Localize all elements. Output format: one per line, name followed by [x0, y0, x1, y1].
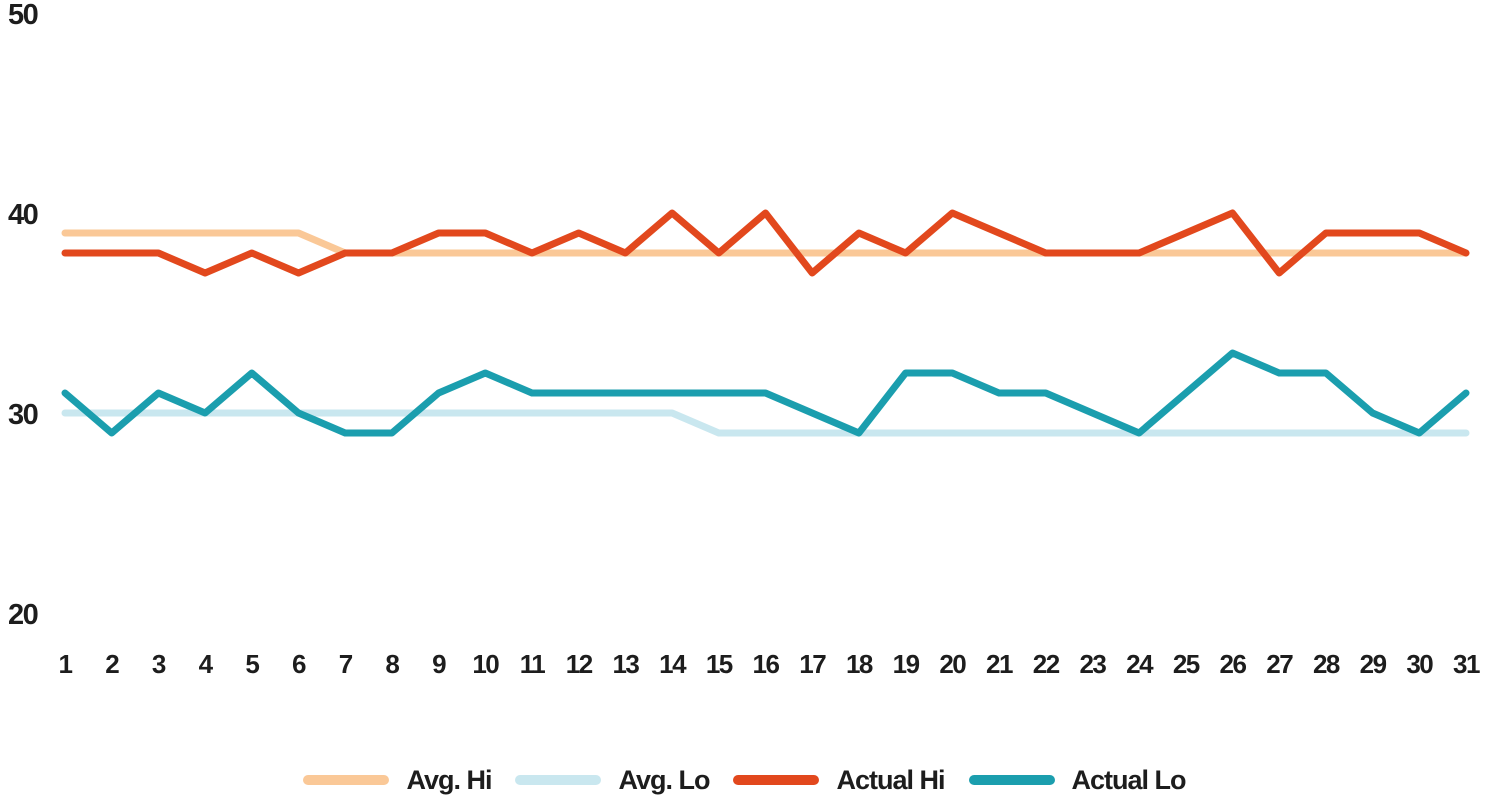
x-tick-label-17: 17 — [799, 649, 826, 679]
legend-label-avg-lo: Avg. Lo — [618, 764, 710, 795]
y-tick-label-50: 50 — [8, 0, 38, 31]
x-tick-label-2: 2 — [105, 649, 119, 679]
y-tick-label-30: 30 — [8, 399, 38, 431]
y-tick-label-20: 20 — [8, 599, 38, 631]
legend-item-avg-lo: Avg. Lo — [515, 764, 710, 796]
x-tick-label-7: 7 — [339, 649, 353, 679]
x-tick-label-15: 15 — [706, 649, 733, 679]
x-tick-label-16: 16 — [753, 649, 780, 679]
x-tick-label-10: 10 — [472, 649, 499, 679]
x-tick-label-8: 8 — [385, 649, 399, 679]
legend-label-avg-hi: Avg. Hi — [406, 764, 492, 795]
series-line-actual-lo — [61, 349, 1470, 437]
x-tick-label-6: 6 — [292, 649, 306, 679]
chart-legend: Avg. Hi Avg. Lo Actual Hi Actual Lo — [0, 758, 1489, 802]
x-tick-label-29: 29 — [1360, 649, 1387, 679]
x-tick-label-13: 13 — [612, 649, 639, 679]
x-tick-label-9: 9 — [432, 649, 446, 679]
legend-item-actual-hi: Actual Hi — [733, 764, 946, 796]
legend-label-actual-hi: Actual Hi — [836, 764, 945, 795]
legend-label-actual-lo: Actual Lo — [1071, 764, 1187, 795]
x-tick-label-20: 20 — [939, 649, 966, 679]
legend-item-avg-hi: Avg. Hi — [303, 764, 492, 796]
x-tick-label-25: 25 — [1173, 649, 1200, 679]
legend-swatch-actual-hi — [733, 775, 820, 785]
x-tick-label-21: 21 — [986, 649, 1013, 679]
x-tick-label-24: 24 — [1126, 649, 1154, 679]
x-tick-label-28: 28 — [1313, 649, 1340, 679]
x-tick-label-12: 12 — [566, 649, 593, 679]
x-tick-label-5: 5 — [245, 649, 259, 679]
x-tick-label-23: 23 — [1079, 649, 1106, 679]
series-line-actual-hi — [61, 209, 1470, 277]
legend-swatch-avg-lo — [515, 775, 602, 785]
x-tick-label-27: 27 — [1266, 649, 1293, 679]
series-line-avg-hi — [61, 229, 1470, 257]
x-tick-label-31: 31 — [1453, 649, 1480, 679]
y-tick-label-40: 40 — [8, 199, 38, 231]
series-line-avg-lo — [61, 409, 1470, 437]
legend-item-actual-lo: Actual Lo — [968, 764, 1187, 796]
x-tick-label-1: 1 — [59, 649, 73, 679]
x-tick-label-14: 14 — [659, 649, 687, 679]
legend-swatch-avg-hi — [303, 775, 390, 785]
x-tick-label-18: 18 — [846, 649, 873, 679]
legend-swatch-actual-lo — [968, 775, 1055, 785]
x-tick-label-19: 19 — [893, 649, 920, 679]
x-tick-label-22: 22 — [1033, 649, 1060, 679]
x-tick-label-30: 30 — [1406, 649, 1433, 679]
x-tick-label-26: 26 — [1220, 649, 1247, 679]
x-tick-label-11: 11 — [520, 649, 546, 679]
x-tick-label-4: 4 — [199, 649, 214, 679]
x-tick-label-3: 3 — [152, 649, 166, 679]
